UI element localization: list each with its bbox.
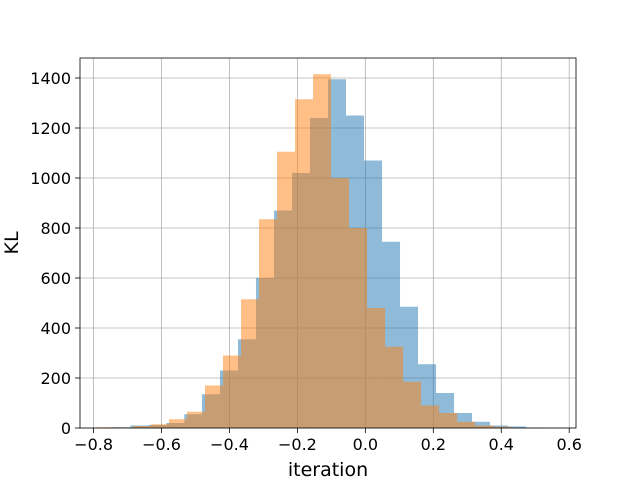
series-1-bar-17 [403, 381, 422, 428]
plot-frame [79, 57, 577, 429]
series-1-bar-20 [457, 421, 476, 428]
series-1-bar-19 [439, 413, 458, 428]
x-axis-label: iteration [288, 459, 368, 480]
series-1-bar-21 [475, 425, 494, 428]
x-tick-label-4: 0.0 [353, 435, 378, 454]
series-1-bar-5 [187, 411, 206, 428]
x-tick-label-6: 0.4 [489, 435, 514, 454]
series-0-bar-20 [472, 421, 491, 428]
x-tick-label-0: −0.8 [74, 435, 113, 454]
series-1-bar-18 [421, 405, 440, 428]
x-tick-label-2: −0.4 [210, 435, 249, 454]
series-1-bar-2 [132, 426, 152, 428]
series-1-bar-16 [385, 346, 404, 428]
x-tick-label-7: 0.6 [556, 435, 581, 454]
x-tick-label-5: 0.2 [421, 435, 446, 454]
y-tick-label-0: 0 [61, 419, 71, 438]
series-1-bar-9 [259, 219, 278, 428]
series-0-bar-22 [508, 426, 527, 428]
y-tick-label-1: 200 [40, 369, 71, 388]
y-axis-ticks: 0 200 400 600 800 1000 1200 1400 [30, 69, 80, 438]
series-1-bar-12 [313, 74, 332, 428]
histogram-bars [96, 74, 545, 428]
y-tick-label-4: 800 [40, 219, 71, 238]
y-tick-label-6: 1200 [30, 119, 71, 138]
y-tick-label-3: 600 [40, 269, 71, 288]
series-1-bar-3 [151, 424, 170, 428]
series-1-bar-4 [169, 419, 188, 428]
y-tick-label-5: 1000 [30, 169, 71, 188]
series-1-bar-13 [331, 178, 350, 428]
series-1-bar-11 [295, 99, 314, 428]
series-1-bar-14 [349, 228, 368, 428]
y-tick-label-7: 1400 [30, 69, 71, 88]
series-1-bar-8 [241, 299, 260, 428]
series-1-bar-15 [367, 308, 386, 428]
x-tick-label-1: −0.6 [142, 435, 181, 454]
series-1-bar-6 [205, 385, 224, 428]
y-tick-label-2: 400 [40, 319, 71, 338]
x-axis-ticks: −0.8 −0.6 −0.4 −0.2 0.0 0.2 0.4 0.6 [74, 428, 582, 454]
x-tick-label-3: −0.2 [278, 435, 317, 454]
series-1-bar-10 [277, 151, 296, 428]
series-1-bar-7 [223, 355, 242, 428]
y-axis-label: KL [1, 231, 23, 254]
series-1-bar-22 [493, 426, 512, 428]
